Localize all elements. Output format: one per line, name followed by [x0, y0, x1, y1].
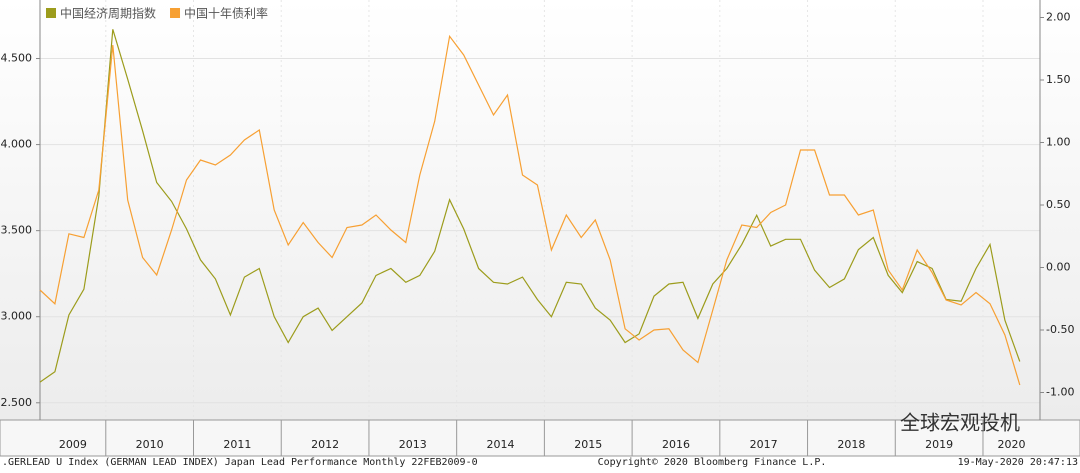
x-tick-label: 2018	[837, 438, 865, 451]
x-tick-label: 2016	[662, 438, 690, 451]
legend-label: 中国十年债利率	[184, 6, 268, 21]
x-tick-label: 2010	[136, 438, 164, 451]
y-tick-label: 3.000	[1, 310, 33, 323]
legend-label: 中国经济周期指数	[60, 6, 156, 21]
x-tick-label: 2019	[925, 438, 953, 451]
footer-center: Copyright© 2020 Bloomberg Finance L.P.	[598, 457, 827, 468]
y2-tick-label: 2.00	[1046, 11, 1071, 24]
y2-tick-label: 1.00	[1046, 136, 1071, 149]
y2-tick-label: -1.00	[1046, 386, 1074, 399]
series-line	[39, 34, 1021, 386]
plot-background	[0, 0, 1080, 420]
x-tick-label: 2009	[59, 438, 87, 451]
series-line	[39, 29, 1021, 383]
y-tick-label: 3.500	[1, 224, 33, 237]
legend-swatch	[46, 8, 56, 18]
watermark: 全球宏观投机	[900, 411, 1020, 435]
y-tick-label: 4.000	[1, 138, 33, 151]
y2-tick-label: 0.50	[1046, 198, 1071, 211]
x-tick-label: 2017	[750, 438, 778, 451]
x-tick-label: 2013	[399, 438, 427, 451]
footer-left: .GERLEAD U Index (GERMAN LEAD INDEX) Jap…	[2, 457, 478, 468]
x-tick-label: 2014	[487, 438, 515, 451]
x-tick-label: 2011	[223, 438, 251, 451]
x-tick-label: 2012	[311, 438, 339, 451]
legend-swatch	[170, 8, 181, 18]
x-axis-band	[0, 419, 1080, 457]
x-tick-label: 2020	[997, 438, 1025, 451]
footer-right: 19-May-2020 20:47:13	[958, 457, 1078, 468]
y-tick-label: 2.500	[1, 396, 33, 409]
y2-tick-label: -0.50	[1046, 323, 1074, 336]
y-tick-label: 4.500	[1, 52, 33, 65]
y2-tick-label: 0.00	[1046, 261, 1071, 274]
y2-tick-label: 1.50	[1046, 73, 1071, 86]
x-tick-label: 2015	[574, 438, 602, 451]
